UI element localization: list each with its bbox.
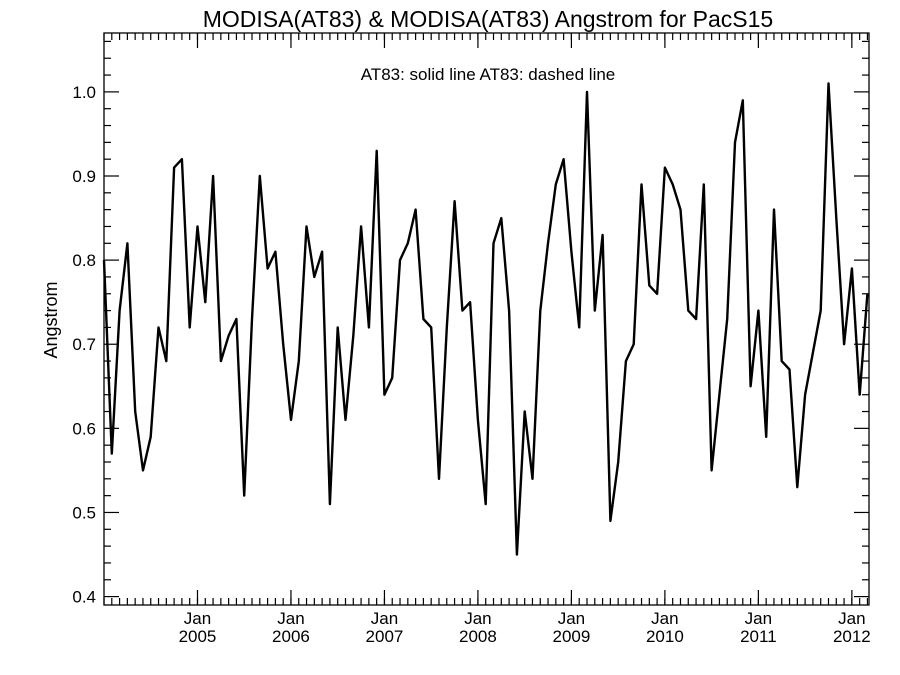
series-layer	[102, 82, 869, 556]
x-tick-label-month: Jan	[464, 609, 491, 628]
plot-frame	[103, 32, 870, 606]
x-tick-label-month: Jan	[371, 609, 398, 628]
x-tick-label-month: Jan	[184, 609, 211, 628]
x-tick-label-year: 2006	[272, 627, 310, 646]
x-tick-label-year: 2009	[552, 627, 590, 646]
x-tick-label-month: Jan	[277, 609, 304, 628]
series-line-1	[102, 82, 869, 556]
x-tick-label-year: 2011	[740, 627, 777, 646]
axis-tick-labels: 0.40.50.60.70.80.91.0Jan2005Jan2006Jan20…	[72, 83, 870, 646]
x-tick-label-month: Jan	[838, 609, 865, 628]
y-tick-label: 0.8	[72, 251, 96, 270]
y-tick-label: 0.7	[72, 335, 96, 354]
chart-title: MODISA(AT83) & MODISA(AT83) Angstrom for…	[203, 6, 773, 32]
axis-ticks	[103, 33, 869, 605]
chart-annotation: AT83: solid line AT83: dashed line	[361, 65, 616, 84]
y-tick-label: 0.5	[72, 503, 96, 522]
x-tick-label-year: 2012	[833, 627, 871, 646]
x-tick-label-month: Jan	[558, 609, 585, 628]
y-tick-label: 0.4	[72, 588, 96, 607]
y-tick-label: 1.0	[72, 83, 96, 102]
x-tick-label-year: 2010	[646, 627, 684, 646]
y-tick-label: 0.6	[72, 419, 96, 438]
y-tick-label: 0.9	[72, 167, 96, 186]
x-tick-label-year: 2005	[179, 627, 217, 646]
y-axis-label: Angstrom	[41, 281, 61, 358]
x-tick-label-month: Jan	[651, 609, 678, 628]
x-tick-label-year: 2008	[459, 627, 497, 646]
x-tick-label-year: 2007	[366, 627, 404, 646]
x-tick-label-month: Jan	[745, 609, 772, 628]
